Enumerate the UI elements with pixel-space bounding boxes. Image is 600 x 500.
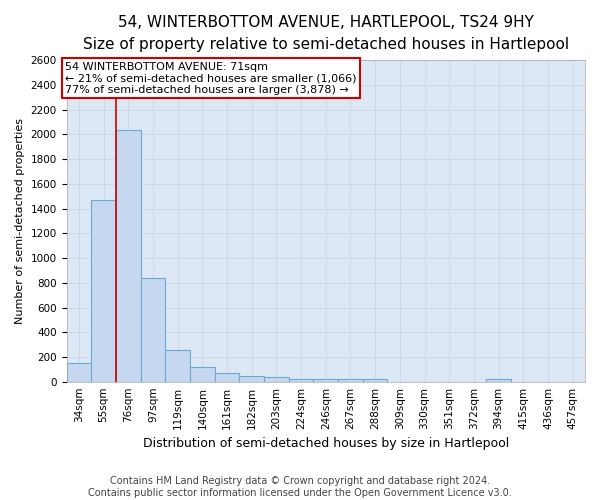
Text: 54 WINTERBOTTOM AVENUE: 71sqm
← 21% of semi-detached houses are smaller (1,066)
: 54 WINTERBOTTOM AVENUE: 71sqm ← 21% of s… — [65, 62, 357, 94]
X-axis label: Distribution of semi-detached houses by size in Hartlepool: Distribution of semi-detached houses by … — [143, 437, 509, 450]
Bar — [190, 367, 215, 382]
Y-axis label: Number of semi-detached properties: Number of semi-detached properties — [15, 118, 25, 324]
Bar — [165, 350, 190, 382]
Title: 54, WINTERBOTTOM AVENUE, HARTLEPOOL, TS24 9HY
Size of property relative to semi-: 54, WINTERBOTTOM AVENUE, HARTLEPOOL, TS2… — [83, 15, 569, 52]
Bar — [313, 379, 338, 382]
Text: Contains HM Land Registry data © Crown copyright and database right 2024.
Contai: Contains HM Land Registry data © Crown c… — [88, 476, 512, 498]
Bar — [91, 200, 116, 382]
Bar — [289, 378, 313, 382]
Bar — [215, 374, 239, 382]
Bar — [363, 380, 388, 382]
Bar — [338, 379, 363, 382]
Bar — [239, 376, 264, 382]
Bar — [140, 278, 165, 382]
Bar — [264, 378, 289, 382]
Bar — [116, 130, 140, 382]
Bar — [486, 379, 511, 382]
Bar — [67, 362, 91, 382]
